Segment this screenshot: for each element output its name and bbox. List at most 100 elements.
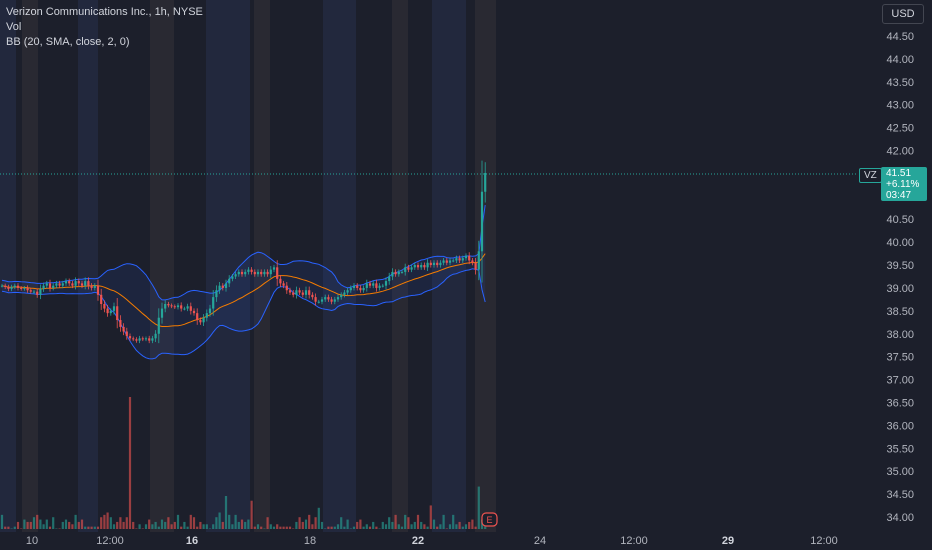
volume-bar [231, 524, 234, 529]
session-band [432, 0, 466, 532]
volume-bar [205, 524, 208, 529]
candle-body [266, 271, 269, 275]
candle-body [279, 278, 282, 284]
volume-bar [23, 519, 26, 529]
candle-body [138, 338, 141, 341]
volume-bar [410, 524, 413, 529]
candle-body [349, 287, 352, 291]
volume-bar [320, 521, 324, 529]
earnings-badge[interactable] [481, 512, 498, 527]
candle-body [400, 271, 404, 273]
price-tick-label: 40.00 [886, 237, 914, 249]
volume-bar [340, 517, 343, 529]
time-tick-label: 12:00 [96, 535, 124, 547]
candle-body [343, 292, 346, 295]
volume-bar [423, 524, 426, 529]
candle-body [362, 287, 365, 291]
volume-bar [432, 519, 436, 529]
price-axis[interactable]: 34.00 34.50 35.00 35.50 36.00 36.50 37.00 37.50… [886, 31, 914, 524]
candle-body [26, 287, 29, 291]
volume-bar [407, 517, 410, 529]
volume-bar [282, 526, 285, 529]
candle-body [234, 274, 237, 277]
volume-bar [148, 519, 151, 529]
candle-body [455, 258, 458, 261]
candle-body [164, 303, 167, 309]
candle-body [96, 285, 100, 295]
volume-bar [311, 524, 314, 529]
candle-body [410, 267, 413, 270]
candle-body [132, 338, 135, 340]
currency-button[interactable]: USD [882, 4, 924, 24]
volume-bar [116, 521, 119, 529]
candle-body [109, 310, 112, 314]
candle-body [237, 271, 240, 275]
candle-body [471, 260, 474, 263]
volume-bar [317, 507, 320, 529]
time-axis[interactable]: 10 12:00 16 18 22 24 12:00 29 12:00 [26, 535, 838, 547]
time-tick-label: 18 [304, 535, 316, 547]
candle-body [263, 271, 266, 275]
last-price-tag: 41.51 +6.11% 03:47 [881, 167, 927, 201]
volume-bar [336, 524, 340, 529]
volume-bar [471, 519, 474, 529]
volume-bar [100, 517, 103, 529]
candle-body [384, 281, 388, 286]
volume-bar [144, 524, 148, 529]
volume-bar [164, 521, 167, 529]
volume-bar [359, 519, 362, 529]
volume-bar [253, 526, 256, 529]
volume-bar [93, 526, 96, 529]
volume-bar [135, 528, 138, 529]
volume-bar [391, 521, 394, 529]
candle-body [436, 262, 439, 266]
session-band [206, 0, 250, 532]
volume-bar [455, 524, 458, 529]
earnings-label: E [486, 515, 492, 525]
volume-bar [10, 528, 13, 529]
volume-bar [96, 526, 100, 529]
volume-bar [36, 514, 39, 529]
time-tick-label: 16 [186, 535, 198, 547]
candle-body [87, 281, 90, 286]
candle-body [122, 326, 125, 332]
candle-body [20, 287, 23, 289]
candle-body [352, 285, 356, 288]
volume-bar [0, 514, 4, 529]
price-tick-label: 38.50 [886, 306, 914, 318]
candle-body [432, 262, 436, 266]
symbol-title[interactable]: Verizon Communications Inc., 1h, NYSE [6, 6, 203, 18]
bollinger-indicator-label[interactable]: BB (20, SMA, close, 2, 0) [6, 36, 130, 48]
candle-body [426, 262, 429, 268]
candle-body [372, 283, 375, 286]
volume-bar [260, 526, 263, 529]
volume-bar [394, 514, 397, 529]
volume-bar [141, 528, 144, 529]
price-tick-label: 34.00 [886, 512, 914, 524]
price-tick-label: 42.50 [886, 123, 914, 135]
volume-bar [298, 517, 301, 529]
price-tick-label: 36.50 [886, 397, 914, 409]
volume-bar [52, 517, 55, 529]
volume-indicator-label[interactable]: Vol [6, 21, 22, 33]
symbol-tag: VZ [859, 168, 882, 183]
volume-bar [13, 526, 16, 529]
earnings-marker[interactable]: E [481, 512, 498, 527]
volume-bar [39, 519, 42, 529]
session-band [475, 0, 496, 532]
candle-body [285, 285, 288, 291]
volume-bar [397, 524, 400, 529]
candle-body [77, 281, 80, 284]
time-tick-label: 22 [412, 535, 424, 547]
time-tick-label: 29 [722, 535, 734, 547]
candle-body [327, 297, 330, 300]
volume-bar [109, 517, 112, 529]
candle-body [93, 285, 96, 288]
volume-bar [416, 514, 420, 529]
candle-body [128, 336, 132, 339]
candle-body [55, 283, 58, 286]
candle-body [448, 260, 452, 263]
volume-bar [240, 519, 244, 529]
candle-body [215, 290, 218, 298]
